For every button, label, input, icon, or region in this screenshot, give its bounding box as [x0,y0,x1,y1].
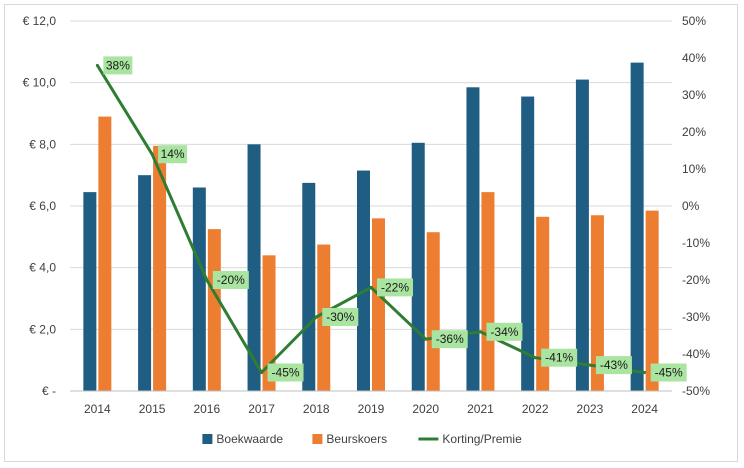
bar-boekwaarde-2020 [411,142,425,391]
data-label-box [595,356,632,375]
x-tick-label: 2024 [631,402,658,416]
bar-beurskoers-2021 [481,192,495,391]
x-tick-label: 2022 [522,402,549,416]
legend-label: Beurskoers [326,432,387,446]
data-label: -30% [326,310,354,324]
y-left-tick-label: € 12,0 [23,14,57,28]
data-label: -34% [490,325,518,339]
line-korting-premie [96,64,645,374]
x-tick-label: 2018 [303,402,330,416]
data-label-box [431,330,468,349]
line-point-2019 [369,285,373,289]
data-label-box [486,322,523,341]
bar-beurskoers-2019 [372,218,385,391]
x-tick-label: 2020 [412,402,439,416]
line-point-2024 [643,371,647,374]
gridlines [70,20,672,330]
data-labels: 38% 14% -20% -45% -30% -22% -36% -34% -41% -43% -4… [103,56,687,382]
data-label-box [158,145,188,164]
line-point-2016 [205,278,209,282]
data-label-box [103,56,133,75]
bar-beurskoers-2024 [645,210,659,391]
y-right-tick-label: -40% [682,347,710,361]
data-label-box [377,278,413,297]
data-label: 14% [161,147,185,161]
bar-beurskoers-2020 [426,232,440,391]
bar-beurskoers-2022 [536,216,550,391]
bar-beurskoers-2014 [98,116,112,391]
y-left-axis: € - € 2,0 € 4,0 € 6,0 € 8,0 € 10,0 € 12,0 [23,14,57,398]
line-point-2014 [95,63,99,67]
data-label: -45% [655,366,683,380]
y-left-tick-label: € 10,0 [23,76,57,90]
bar-boekwaarde-2015 [138,175,152,391]
bar-beurskoers-2023 [590,215,604,391]
y-right-tick-label: 30% [682,88,706,102]
bar-boekwaarde-2023 [575,79,589,391]
data-label: -22% [381,280,409,294]
data-label: -41% [545,351,573,365]
bar-boekwaarde-2014 [83,192,97,391]
y-right-tick-label: 50% [682,14,706,28]
y-right-axis: -50% -40% -30% -20% -10% 0% 10% 20% 30% 40% 50% [682,14,710,398]
legend-label: Boekwaarde [216,432,283,446]
y-left-tick-label: € 2,0 [29,322,56,336]
line-series [95,63,647,374]
y-left-tick-label: € 6,0 [29,199,56,213]
line-point-2015 [150,152,154,156]
line-point-2017 [260,371,264,374]
legend-swatch-beurskoers [312,434,323,444]
data-label-box [322,308,359,326]
legend-label: Korting/Premie [442,432,522,446]
data-label: 38% [106,58,130,72]
data-label-box [267,363,304,382]
y-left-tick-label: € 4,0 [29,261,56,275]
bar-boekwaarde-2022 [521,96,535,392]
x-tick-label: 2021 [467,402,494,416]
line-point-2022 [533,356,537,360]
y-right-tick-label: 0% [682,199,700,213]
legend-swatch-boekwaarde [202,434,213,444]
bar-boekwaarde-2024 [630,62,644,391]
x-tick-label: 2014 [84,402,111,416]
y-right-tick-label: -20% [682,273,710,287]
x-tick-label: 2019 [358,402,385,416]
bar-series [83,62,659,392]
y-left-tick-label: € 8,0 [29,137,56,151]
data-label: -36% [436,332,464,346]
bar-beurskoers-2016 [207,229,221,391]
y-right-tick-label: 40% [682,51,706,65]
bar-beurskoers-2017 [262,255,276,391]
line-point-2023 [588,363,592,367]
data-label-box [541,348,578,367]
y-right-tick-label: -50% [682,384,710,398]
y-right-tick-label: 10% [682,162,706,176]
x-axis: 2014 2015 2016 2017 2018 2019 2020 2021 2022 2023… [84,402,658,416]
data-label-box [212,271,249,289]
bar-boekwaarde-2018 [302,182,316,391]
y-left-tick-label: € - [42,384,56,398]
data-label-box [650,363,687,382]
legend: Boekwaarde Beurskoers Korting/Premie [202,432,522,446]
y-right-tick-label: -30% [682,310,710,324]
x-tick-label: 2023 [577,402,604,416]
bar-beurskoers-2015 [153,145,167,391]
chart-frame [4,4,738,462]
x-tick-label: 2017 [248,402,275,416]
data-label: -45% [272,366,300,380]
bar-boekwaarde-2019 [357,170,370,391]
line-point-2020 [424,337,428,341]
y-right-tick-label: 20% [682,125,706,139]
data-label: -20% [217,273,245,287]
x-tick-label: 2016 [193,402,220,416]
data-label: -43% [600,358,628,372]
y-right-tick-label: -10% [682,236,710,250]
line-point-2018 [314,315,318,319]
bar-boekwaarde-2016 [192,187,206,391]
bar-boekwaarde-2017 [247,144,261,391]
x-tick-label: 2015 [139,402,166,416]
bar-boekwaarde-2021 [466,87,480,392]
line-point-2021 [478,330,482,334]
